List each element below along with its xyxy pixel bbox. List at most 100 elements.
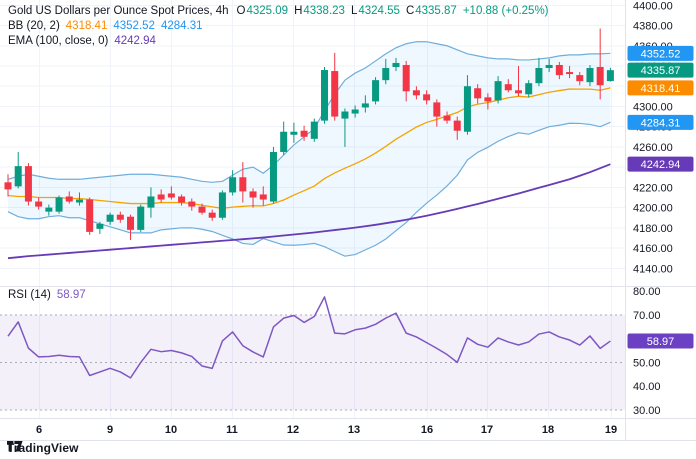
tradingview-logo-icon (7, 441, 23, 452)
candle-body (310, 121, 318, 139)
price-axis-label: 4380.00 (633, 21, 673, 33)
candle-body (55, 197, 63, 212)
candle-body (208, 212, 216, 218)
candle-body (259, 194, 267, 200)
time-axis-label: 18 (542, 424, 554, 436)
candle-body (239, 177, 247, 192)
time-axis-label: 16 (421, 424, 433, 436)
candle-body (606, 70, 614, 82)
gridlines (0, 0, 625, 418)
bb-upper-value: 4352.52 (113, 20, 155, 32)
candle-body (555, 64, 563, 76)
candle-body (392, 62, 400, 68)
candle-body (596, 67, 604, 86)
price-axis-label: 4400.00 (633, 0, 673, 12)
candle-body (372, 80, 380, 102)
candle-body (300, 130, 308, 137)
tradingview-brand-text: TradingView (7, 441, 79, 455)
symbol-title: Gold US Dollars per Ounce Spot Prices, 4… (8, 5, 229, 17)
price-badge: 4242.94 (627, 156, 694, 172)
candle-body (198, 206, 206, 213)
tradingview-attribution[interactable]: TradingView (7, 441, 79, 455)
candle-body (14, 166, 22, 187)
price-badge-bg (627, 114, 694, 130)
price-badge-text: 4242.94 (641, 159, 681, 171)
time-axis-label: 10 (165, 424, 177, 436)
candle-body (290, 131, 298, 135)
candle-body (586, 68, 594, 83)
time-axis-label: 19 (605, 424, 617, 436)
price-axis-label: 4160.00 (633, 243, 673, 255)
candle-body (280, 131, 288, 152)
rsi-legend: RSI (14) 58.97 (8, 288, 86, 303)
price-badge-bg (627, 80, 694, 96)
candlesticks (4, 28, 614, 240)
candle-body (86, 199, 94, 232)
ohlc-close: C 4335.87 (405, 5, 457, 17)
ema-legend-row[interactable]: EMA (100, close, 0) 4242.94 (8, 34, 549, 49)
bb-basis-line (7, 87, 611, 209)
candle-body (453, 120, 461, 131)
price-axis-label: 4300.00 (633, 101, 673, 113)
candle-body (525, 83, 533, 95)
price-badge: 4335.87 (627, 62, 694, 78)
candle-body (361, 103, 369, 108)
candle-body (188, 201, 196, 207)
rsi-axis-label: 40.00 (633, 381, 661, 393)
candle-body (545, 64, 553, 69)
candle-body (116, 214, 124, 220)
candle-body (45, 207, 53, 212)
price-badge: 58.97 (627, 333, 694, 349)
candle-body (218, 192, 226, 218)
candle-body (566, 72, 574, 75)
symbol-legend-row[interactable]: Gold US Dollars per Ounce Spot Prices, 4… (8, 4, 549, 19)
price-badge: 4318.41 (627, 80, 694, 96)
price-badge-text: 4318.41 (641, 83, 681, 95)
candle-body (24, 166, 32, 202)
price-axis-label: 4220.00 (633, 182, 673, 194)
candle-body (4, 182, 12, 190)
candle-body (127, 216, 135, 230)
candle-body (382, 68, 390, 81)
candle-body (167, 193, 175, 198)
price-badge-text: 58.97 (647, 336, 675, 348)
price-badge-text: 4352.52 (641, 48, 681, 60)
candle-body (504, 84, 512, 91)
ohlc-high: H 4338.23 (294, 5, 345, 17)
candle-body (535, 68, 543, 84)
candle-body (249, 191, 257, 198)
candle-body (137, 206, 145, 230)
price-axis-label: 4200.00 (633, 203, 673, 215)
ema-value: 4242.94 (114, 35, 156, 47)
candle-body (321, 70, 329, 121)
time-axis-label: 12 (287, 424, 299, 436)
bb-legend-row[interactable]: BB (20, 2) 4318.41 4352.52 4284.31 (8, 19, 549, 34)
rsi-line (7, 296, 611, 379)
time-axis-label: 17 (481, 424, 493, 436)
candle-body (96, 223, 104, 229)
candle-body (147, 196, 155, 208)
rsi-label: RSI (14) (8, 289, 51, 301)
bb-lower-line (7, 121, 611, 257)
ema-label: EMA (100, close, 0) (8, 35, 109, 47)
bb-label: BB (20, 2) (8, 20, 60, 32)
price-change: +10.88 (+0.25%) (462, 5, 549, 17)
candle-body (269, 151, 277, 202)
price-axis-label: 4260.00 (633, 142, 673, 154)
price-axis-label: 4180.00 (633, 223, 673, 235)
candle-body (576, 75, 584, 82)
candle-body (106, 214, 114, 222)
bb-basis-value: 4318.41 (65, 20, 108, 32)
bb-lower-value: 4284.31 (160, 20, 203, 32)
price-badge-bg (627, 62, 694, 78)
rsi-legend-row[interactable]: RSI (14) 58.97 (8, 288, 86, 303)
candle-body (412, 90, 420, 96)
candle-body (75, 199, 83, 203)
candle-body (423, 94, 431, 101)
ohlc-open: O 4325.09 (236, 5, 289, 17)
candle-body (443, 115, 451, 121)
candle-body (157, 194, 165, 200)
candle-body (65, 196, 73, 202)
time-axis[interactable]: 6 9 10 11 12 13 16 17 18 19 (36, 424, 617, 436)
